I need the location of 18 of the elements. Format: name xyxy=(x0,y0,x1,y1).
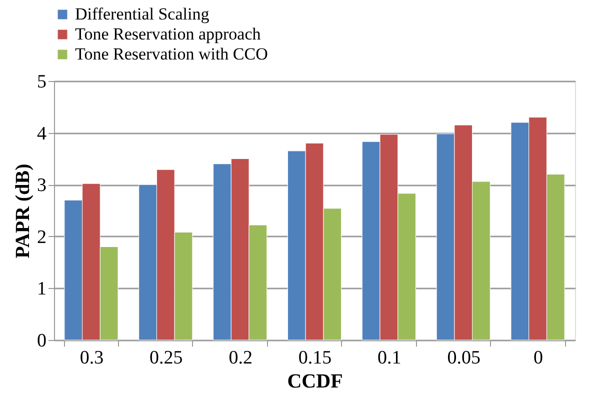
y-axis-title: PAPR (dB) xyxy=(12,164,34,258)
legend-label: Differential Scaling xyxy=(75,4,210,24)
x-tick-label: 0.1 xyxy=(378,348,402,368)
y-tick-label: 2 xyxy=(37,226,46,248)
legend-label: Tone Reservation approach xyxy=(75,24,262,44)
y-tick-label: 5 xyxy=(37,72,46,92)
y-tick-label: 0 xyxy=(37,330,46,352)
x-tick-label: 0.2 xyxy=(228,348,252,368)
x-tick-label: 0.25 xyxy=(150,348,183,368)
x-tick-label: 0 xyxy=(534,348,544,368)
y-tick-label: 4 xyxy=(37,123,47,144)
y-tick-label: 3 xyxy=(37,175,46,196)
legend-label: Tone Reservation with CCO xyxy=(75,44,268,64)
x-tick-label: 0.3 xyxy=(80,348,104,368)
y-tick-label: 1 xyxy=(37,278,46,300)
x-axis-title: CCDF xyxy=(287,370,343,392)
x-tick-label: 0.05 xyxy=(447,348,480,368)
x-tick-label: 0.15 xyxy=(298,348,332,368)
